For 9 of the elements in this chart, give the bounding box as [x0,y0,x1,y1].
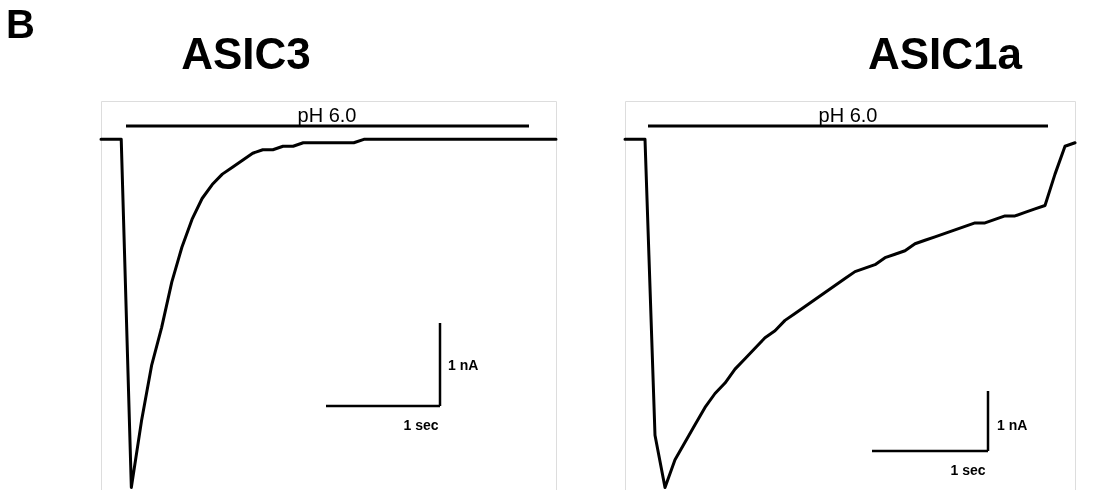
text: pH 6.0 [297,104,357,126]
text: B [6,2,35,46]
annotation: 1 nA [448,357,479,373]
chart-title: ASIC1a [867,29,1023,78]
annotation: 1 nA [997,417,1028,433]
annotation: 1 sec [950,462,986,478]
annotation: 1 sec [403,417,439,433]
text: pH 6.0 [818,104,878,126]
chart-title: ASIC3 [181,29,311,78]
